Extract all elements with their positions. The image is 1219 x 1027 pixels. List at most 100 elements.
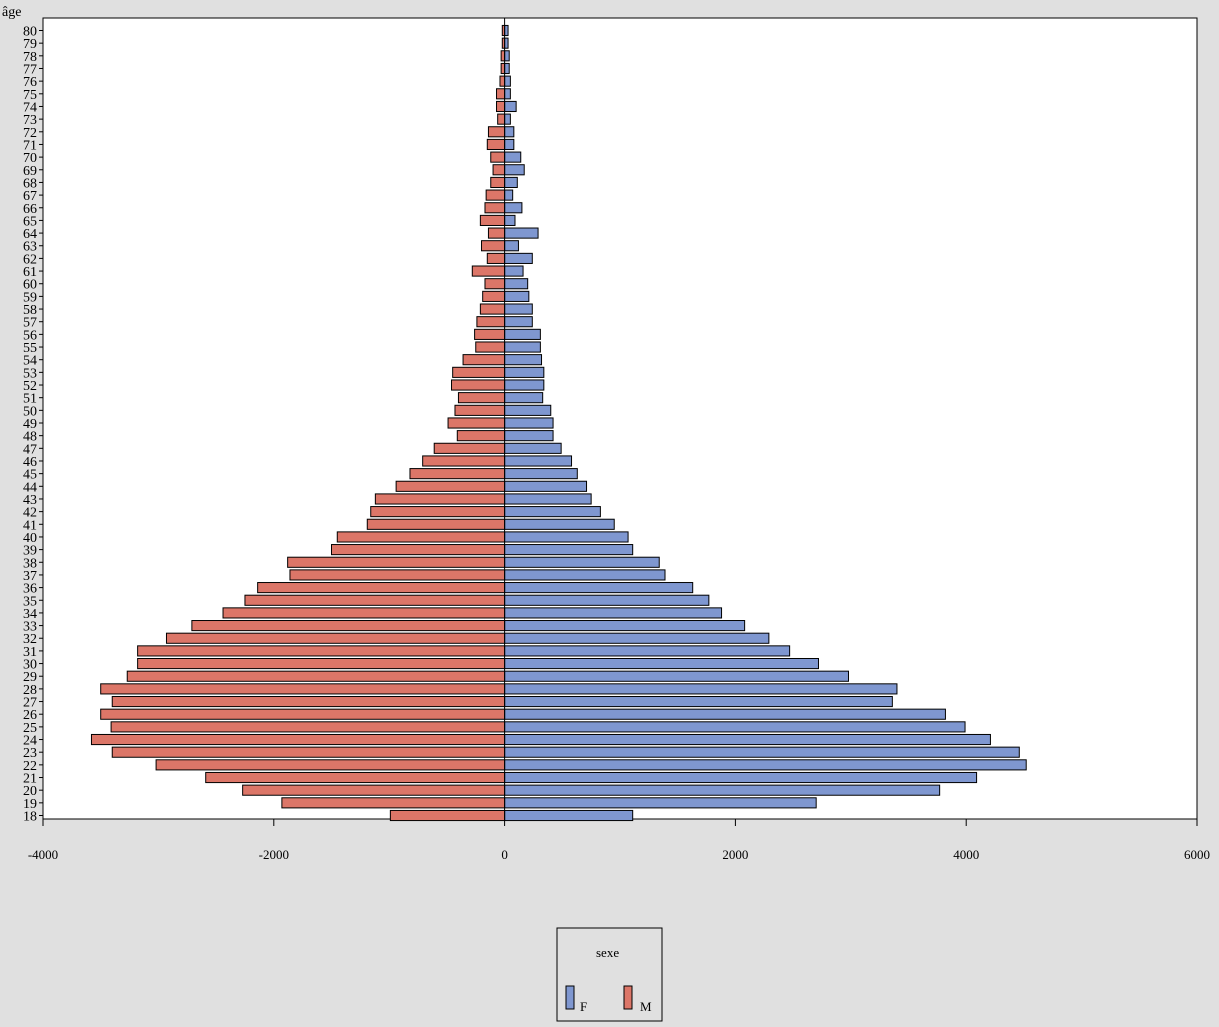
- y-tick-label: 29: [23, 670, 37, 685]
- y-tick-label: 44: [23, 480, 37, 495]
- bar-m-age-20: [242, 784, 506, 796]
- bar-m-age-54: [462, 354, 506, 366]
- bar-f-age-58: [504, 303, 533, 315]
- y-tick-label: 61: [23, 265, 37, 280]
- y-tick-label: 23: [23, 746, 37, 761]
- y-tick-label: 57: [23, 316, 37, 331]
- bar-m-age-73: [497, 113, 506, 125]
- bar-f-age-23: [504, 746, 1020, 758]
- bar-f-age-24: [504, 733, 991, 746]
- y-tick-label: 36: [23, 582, 37, 597]
- bar-m-age-59: [482, 290, 506, 302]
- bar-m-age-48: [456, 430, 506, 442]
- bar-f-age-70: [504, 151, 522, 163]
- y-tick-label: 47: [23, 442, 37, 457]
- bar-f-age-51: [504, 392, 544, 404]
- bar-m-age-66: [484, 202, 506, 214]
- bar-f-age-65: [504, 214, 516, 226]
- bar-m-age-78: [500, 50, 506, 62]
- bar-f-age-62: [504, 252, 533, 264]
- y-tick-label: 53: [23, 366, 37, 381]
- bar-m-age-74: [496, 100, 506, 113]
- y-tick-label: 39: [23, 544, 37, 559]
- bar-f-age-19: [504, 797, 817, 809]
- bar-f-age-26: [504, 708, 946, 720]
- bar-m-age-41: [366, 518, 506, 530]
- y-tick-label: 31: [23, 645, 37, 660]
- bar-f-age-55: [504, 341, 541, 353]
- y-tick-label: 62: [23, 252, 37, 267]
- bar-f-age-54: [504, 354, 543, 366]
- bar-f-age-28: [504, 683, 898, 695]
- bar-f-age-34: [504, 607, 723, 619]
- bar-f-age-48: [504, 430, 554, 442]
- y-tick-label: 37: [23, 569, 37, 584]
- bar-f-age-18: [504, 809, 634, 822]
- y-axis-label: âge: [2, 5, 21, 20]
- bar-m-age-26: [100, 708, 506, 720]
- y-tick-label: 45: [23, 468, 37, 483]
- bar-m-age-34: [222, 607, 506, 619]
- bar-m-age-70: [490, 151, 506, 163]
- bar-f-age-74: [504, 100, 517, 113]
- bar-f-age-52: [504, 379, 545, 391]
- bar-m-age-37: [289, 569, 506, 581]
- bar-m-age-49: [447, 417, 506, 429]
- y-tick-label: 43: [23, 493, 37, 508]
- bar-m-age-51: [457, 392, 506, 404]
- bar-f-age-61: [504, 265, 524, 277]
- bar-f-age-80: [504, 24, 509, 37]
- bar-f-age-37: [504, 569, 666, 581]
- y-tick-label: 79: [23, 37, 37, 52]
- y-tick-label: 60: [23, 278, 37, 293]
- x-tick-label: 4000: [953, 847, 979, 862]
- y-tick-label: 41: [23, 518, 37, 533]
- y-tick-label: 67: [23, 189, 37, 204]
- bar-f-age-67: [504, 189, 514, 201]
- y-tick-label: 26: [23, 708, 37, 723]
- bar-f-age-77: [504, 62, 510, 75]
- y-tick-label: 63: [23, 240, 37, 255]
- bar-f-age-76: [504, 75, 511, 87]
- bar-m-age-69: [492, 164, 506, 176]
- legend-label-f: F: [580, 999, 587, 1014]
- bar-m-age-44: [395, 480, 506, 492]
- bar-m-age-77: [500, 62, 506, 75]
- bar-m-age-65: [479, 214, 506, 226]
- y-tick-label: 52: [23, 379, 37, 394]
- bar-m-age-53: [452, 366, 506, 378]
- bar-f-age-36: [504, 582, 694, 594]
- legend-title: sexe: [596, 945, 619, 960]
- bar-f-age-57: [504, 316, 533, 328]
- y-tick-label: 80: [23, 25, 37, 40]
- bar-f-age-50: [504, 404, 552, 416]
- x-tick-label: -4000: [28, 847, 58, 862]
- bar-m-age-75: [496, 88, 506, 100]
- bar-m-age-27: [111, 695, 506, 708]
- bar-f-age-46: [504, 455, 573, 467]
- bar-m-age-57: [476, 316, 506, 328]
- y-tick-label: 18: [23, 810, 37, 825]
- y-axis: 1819202122232425262728293031323334353637…: [23, 25, 43, 825]
- bar-f-age-31: [504, 645, 791, 657]
- bar-f-age-78: [504, 50, 510, 62]
- bar-m-age-29: [126, 670, 506, 682]
- y-tick-label: 24: [23, 734, 37, 749]
- bar-m-age-22: [155, 759, 506, 771]
- bar-m-age-71: [486, 138, 506, 151]
- bar-f-age-38: [504, 556, 660, 568]
- y-tick-label: 55: [23, 341, 37, 356]
- y-tick-label: 34: [23, 607, 37, 622]
- bar-m-age-46: [422, 455, 506, 467]
- bar-f-age-64: [504, 227, 539, 239]
- y-tick-label: 28: [23, 683, 37, 698]
- bar-f-age-53: [504, 366, 545, 378]
- x-tick-label: 0: [501, 847, 508, 862]
- bar-f-age-25: [504, 721, 966, 733]
- y-tick-label: 30: [23, 658, 37, 673]
- bar-m-age-62: [486, 252, 506, 264]
- bar-m-age-50: [454, 404, 506, 416]
- bar-f-age-42: [504, 506, 601, 518]
- bar-f-age-41: [504, 518, 615, 530]
